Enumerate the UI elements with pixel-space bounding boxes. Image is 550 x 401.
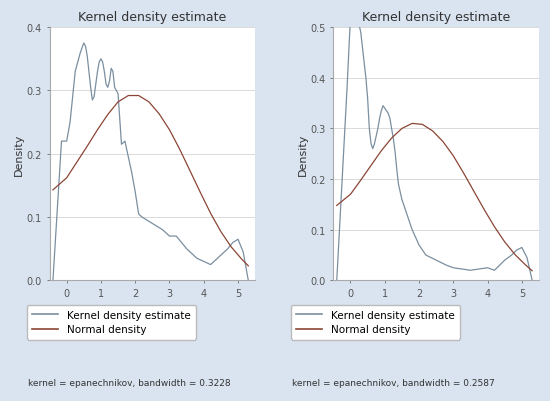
Y-axis label: Density: Density — [14, 133, 24, 176]
Legend: Kernel density estimate, Normal density: Kernel density estimate, Normal density — [291, 305, 460, 340]
X-axis label: WTPhc: WTPhc — [417, 304, 455, 314]
Title: Kernel density estimate: Kernel density estimate — [78, 11, 227, 24]
Text: kernel = epanechnikov, bandwidth = 0.3228: kernel = epanechnikov, bandwidth = 0.322… — [28, 378, 230, 387]
Y-axis label: Density: Density — [298, 133, 307, 176]
Legend: Kernel density estimate, Normal density: Kernel density estimate, Normal density — [27, 305, 196, 340]
X-axis label: WTPbio: WTPbio — [131, 304, 173, 314]
Title: Kernel density estimate: Kernel density estimate — [362, 11, 510, 24]
Text: kernel = epanechnikov, bandwidth = 0.2587: kernel = epanechnikov, bandwidth = 0.258… — [292, 378, 494, 387]
